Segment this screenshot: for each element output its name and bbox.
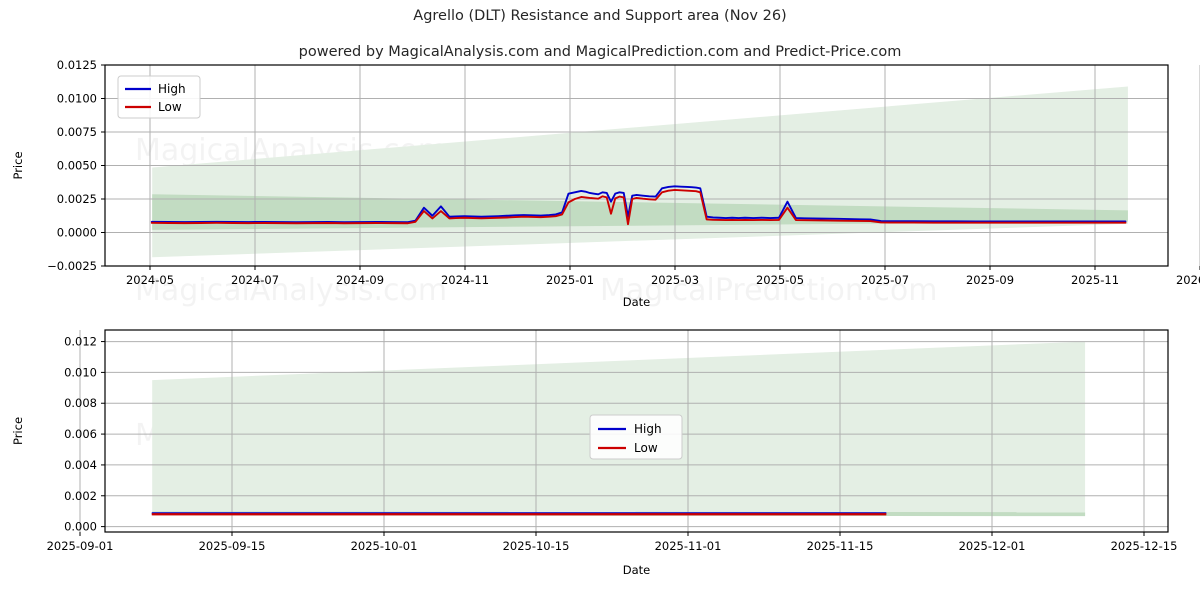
page-title: Agrello (DLT) Resistance and Support are…	[413, 8, 787, 24]
x-tick-label: 2025-09	[966, 273, 1014, 287]
y-tick-label: 0.012	[64, 335, 97, 349]
x-tick-label: 2025-09-15	[199, 539, 266, 553]
y-tick-label: 0.006	[64, 427, 97, 441]
y-tick-label: 0.010	[64, 365, 97, 379]
x-tick-label: 2025-11-15	[807, 539, 874, 553]
y-tick-label: 0.0025	[57, 192, 97, 206]
y-tick-label: 0.0125	[57, 58, 97, 72]
legend-label-high: High	[158, 82, 186, 96]
bottom-chart: MagicalAnalysis.comMagicalPrediction.com…	[11, 329, 1178, 577]
x-tick-label: 2025-10-01	[351, 539, 418, 553]
series-line-low	[150, 188, 1127, 226]
x-tick-label: 2025-12-01	[959, 539, 1026, 553]
legend-label-high: High	[634, 422, 662, 436]
x-tick-label: 2025-05	[756, 273, 804, 287]
x-tick-label: 2025-07	[861, 273, 909, 287]
x-tick-label: 2025-01	[546, 273, 594, 287]
y-tick-label: 0.0100	[57, 92, 97, 106]
y-tick-label: 0.002	[64, 489, 97, 503]
x-tick-label: 2025-11-01	[655, 539, 722, 553]
series-line-high	[150, 185, 1127, 224]
plot-border	[104, 329, 1169, 533]
legend[interactable]: High Low	[589, 414, 683, 460]
x-tick-label: 2025-09-01	[47, 539, 114, 553]
legend[interactable]: High Low	[117, 75, 201, 119]
watermark-text: MagicalPrediction.com	[600, 273, 938, 308]
x-axis-ticks: 2025-09-01 2025-09-15 2025-10-01 2025-10-15…	[47, 532, 1178, 553]
series-group	[151, 512, 887, 516]
y-tick-label: 0.0000	[57, 226, 97, 240]
x-tick-label: 2025-12-15	[1111, 539, 1178, 553]
y-axis-label: Price	[11, 417, 25, 445]
x-tick-label: 2024-09	[336, 273, 384, 287]
y-tick-label: 0.0075	[57, 125, 97, 139]
y-tick-label: 0.008	[64, 396, 97, 410]
x-axis-label: Date	[623, 563, 651, 577]
legend-label-low: Low	[158, 100, 182, 114]
x-tick-label: 2024-11	[441, 273, 489, 287]
y-axis-ticks: −0.0025 0.0000 0.0025 0.0050 0.0075 0.0100 0.0…	[47, 58, 105, 273]
x-tick-label: 2025-03	[651, 273, 699, 287]
bands-group	[152, 86, 1128, 258]
legend-label-low: Low	[634, 441, 658, 455]
y-tick-label: 0.0050	[57, 159, 97, 173]
x-tick-label: 2025-10-15	[503, 539, 570, 553]
y-tick-label: 0.000	[64, 520, 97, 534]
y-axis-ticks: 0.000 0.002 0.004 0.006 0.008 0.010 0.012	[64, 335, 105, 534]
band-outer-band	[152, 86, 1128, 258]
x-tick-label: 2025-11	[1071, 273, 1119, 287]
series-group	[150, 185, 1127, 226]
y-tick-label: −0.0025	[47, 259, 97, 273]
x-axis-ticks: 2024-05 2024-07 2024-09 2024-11 2025-01 2025-…	[126, 266, 1200, 287]
watermark-text: MagicalAnalysis.com	[135, 273, 447, 308]
y-tick-label: 0.004	[64, 458, 97, 472]
page-subtitle: powered by MagicalAnalysis.com and Magic…	[298, 44, 902, 60]
grid-group	[79, 330, 1168, 532]
x-axis-label: Date	[623, 295, 651, 309]
y-axis-label: Price	[11, 151, 25, 179]
x-tick-label: 2026-01	[1176, 273, 1200, 287]
x-tick-label: 2024-05	[126, 273, 174, 287]
top-chart: MagicalAnalysis.com MagicalPrediction.com…	[11, 58, 1200, 309]
x-tick-label: 2024-07	[231, 273, 279, 287]
